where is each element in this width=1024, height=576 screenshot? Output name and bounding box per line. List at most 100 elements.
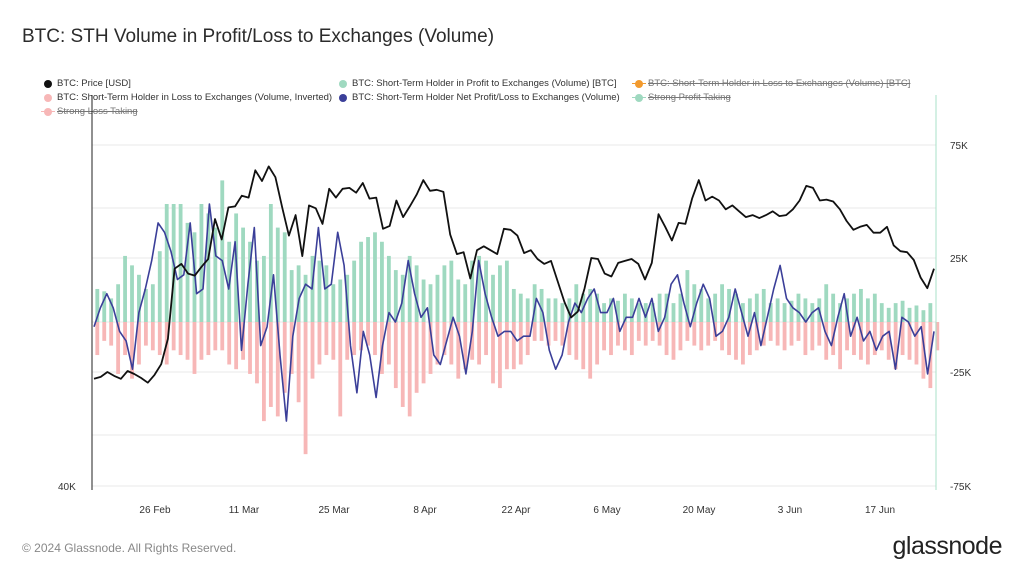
- loss-bar: [338, 322, 343, 417]
- profit-bar: [914, 305, 919, 322]
- profit-bar: [754, 293, 759, 322]
- loss-bar: [824, 322, 829, 360]
- legend-dot-profit: [339, 79, 347, 88]
- loss-bar: [789, 322, 794, 346]
- loss-bar: [206, 322, 211, 356]
- profit-bar: [95, 288, 100, 322]
- loss-bar: [796, 322, 801, 341]
- loss-bar: [914, 322, 919, 365]
- profit-bar: [366, 237, 370, 322]
- price-line: [93, 165, 935, 384]
- volume-bars: [95, 180, 940, 455]
- profit-bar: [699, 288, 704, 322]
- profit-bar: [900, 300, 905, 322]
- legend-item-loss[interactable]: BTC: Short-Term Holder in Loss to Exchan…: [632, 78, 910, 89]
- loss-bar: [657, 322, 662, 346]
- profit-bar: [747, 298, 752, 322]
- loss-bar: [262, 322, 266, 422]
- profit-bar: [373, 232, 377, 322]
- loss-bar: [810, 322, 815, 351]
- loss-bar: [310, 322, 315, 379]
- profit-bar: [588, 288, 593, 322]
- profit-bar: [248, 241, 252, 322]
- x-axis-tick-label: 20 May: [683, 505, 716, 516]
- legend-item-net[interactable]: BTC: Short-Term Holder Net Profit/Loss t…: [339, 92, 620, 103]
- loss-bar: [678, 322, 683, 351]
- profit-bar: [685, 270, 690, 322]
- profit-bar: [803, 298, 808, 322]
- loss-bar: [366, 322, 370, 346]
- profit-bar: [886, 307, 891, 322]
- loss-bar: [768, 322, 773, 341]
- profit-bar: [109, 298, 114, 322]
- profit-bar: [852, 293, 856, 322]
- loss-bar: [359, 322, 364, 351]
- x-axis-tick-label: 11 Mar: [229, 505, 260, 516]
- loss-bar: [303, 322, 308, 455]
- loss-bar: [192, 322, 197, 374]
- profit-bar: [178, 204, 183, 322]
- profit-bar: [782, 303, 787, 322]
- legend-item-strong-loss[interactable]: Strong Loss Taking: [41, 106, 138, 117]
- loss-bar: [331, 322, 336, 360]
- loss-bar: [803, 322, 808, 356]
- loss-bar: [581, 322, 586, 370]
- legend-item-loss-inverted[interactable]: BTC: Short-Term Holder in Loss to Exchan…: [44, 92, 332, 103]
- loss-bar: [845, 322, 849, 351]
- profit-bar: [859, 288, 863, 322]
- loss-bar: [470, 322, 475, 360]
- legend-dot-loss-inverted: [44, 93, 52, 102]
- profit-bar: [796, 293, 801, 322]
- loss-bar: [428, 322, 433, 374]
- series-lines: [93, 165, 935, 422]
- loss-bar: [886, 322, 891, 360]
- legend-item-strong-profit[interactable]: Strong Profit Taking: [632, 92, 731, 103]
- profit-bar: [692, 284, 697, 322]
- loss-bar: [706, 322, 711, 346]
- legend-item-price[interactable]: BTC: Price [USD]: [44, 78, 131, 89]
- loss-bar: [539, 322, 544, 341]
- loss-bar: [102, 322, 107, 341]
- profit-bar: [414, 265, 419, 322]
- loss-bar: [109, 322, 114, 346]
- profit-bar: [428, 284, 433, 322]
- profit-bar: [331, 284, 336, 322]
- left-axis-tick-label: 40K: [58, 482, 76, 493]
- loss-bar: [296, 322, 301, 403]
- profit-bar: [720, 284, 724, 322]
- loss-bar: [588, 322, 593, 379]
- profit-bar: [199, 204, 204, 322]
- legend-label-profit: BTC: Short-Term Holder in Profit to Exch…: [352, 78, 617, 89]
- profit-bar: [206, 213, 211, 322]
- loss-bar: [636, 322, 641, 341]
- loss-bar: [838, 322, 843, 370]
- profit-bar: [504, 260, 509, 322]
- profit-bar: [824, 284, 829, 322]
- profit-bar: [546, 298, 551, 322]
- loss-bar: [525, 322, 530, 356]
- profit-bar: [657, 293, 662, 322]
- loss-bar: [727, 322, 731, 356]
- profit-bar: [921, 310, 926, 322]
- x-axis-tick-label: 26 Feb: [139, 505, 171, 516]
- profit-bar: [907, 307, 912, 322]
- profit-bar: [727, 288, 731, 322]
- right-axis-tick-label: 75K: [950, 141, 968, 152]
- loss-bar: [650, 322, 655, 341]
- profit-bar: [741, 303, 745, 322]
- loss-bar: [400, 322, 405, 407]
- loss-bar: [664, 322, 669, 356]
- legend-label-strong-profit: Strong Profit Taking: [648, 92, 731, 103]
- legend-item-profit[interactable]: BTC: Short-Term Holder in Profit to Exch…: [339, 78, 617, 89]
- loss-bar: [456, 322, 461, 379]
- profit-bar: [352, 260, 357, 322]
- loss-bar: [386, 322, 391, 365]
- loss-bar: [157, 322, 162, 356]
- profit-bar: [838, 303, 843, 322]
- loss-bar: [935, 322, 940, 351]
- loss-bar: [449, 322, 454, 365]
- loss-bar: [504, 322, 509, 370]
- loss-bar: [720, 322, 724, 351]
- loss-bar: [282, 322, 287, 393]
- loss-bar: [275, 322, 280, 417]
